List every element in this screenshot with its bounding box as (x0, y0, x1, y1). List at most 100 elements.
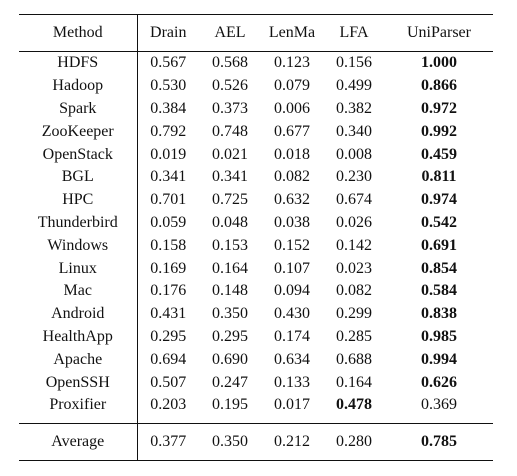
average-lfa: 0.280 (323, 422, 385, 461)
row-method: HDFS (19, 50, 138, 75)
cell-drain: 0.169 (150, 259, 187, 277)
cell-lenma: 0.107 (274, 259, 310, 277)
row-method: BGL (19, 165, 138, 189)
table-row: Linux 0.169 0.164 0.107 0.023 0.854 (19, 257, 493, 280)
table-row: Proxifier 0.203 0.195 0.017 0.478 0.369 (19, 393, 493, 417)
table-row: ZooKeeper 0.792 0.748 0.677 0.340 0.992 (19, 120, 493, 144)
average-drain: 0.377 (137, 422, 199, 461)
results-table-container: Method Drain AEL LenMa LFA UniParser HDF… (19, 14, 493, 461)
cell-lenma: 0.677 (274, 122, 310, 140)
cell-lfa: 0.299 (336, 305, 372, 323)
results-table: Method Drain AEL LenMa LFA UniParser HDF… (19, 14, 493, 461)
cell-lfa: 0.478 (336, 396, 372, 414)
header-row: Method Drain AEL LenMa LFA UniParser (19, 14, 493, 52)
cell-drain: 0.059 (150, 213, 187, 231)
cell-ael: 0.725 (212, 191, 248, 209)
header-method: Method (19, 14, 138, 52)
row-method: OpenSSH (19, 371, 138, 394)
cell-uniparser: 0.992 (421, 122, 457, 140)
cell-drain: 0.701 (150, 191, 187, 209)
cell-uniparser: 0.974 (421, 191, 457, 209)
average-uniparser: 0.785 (385, 422, 493, 461)
cell-drain: 0.341 (150, 168, 187, 186)
cell-uniparser: 1.000 (385, 50, 493, 75)
cell-lfa: 0.142 (336, 236, 372, 254)
cell-ael: 0.373 (212, 99, 248, 117)
header-ael: AEL (199, 14, 261, 52)
cell-lenma: 0.152 (274, 236, 310, 254)
cell-ael: 0.195 (212, 396, 248, 414)
cell-lfa: 0.082 (336, 282, 372, 300)
average-label: Average (19, 422, 138, 461)
header-lenma: LenMa (261, 14, 323, 52)
cell-lfa: 0.230 (336, 168, 372, 186)
row-method: Proxifier (19, 393, 138, 417)
cell-ael: 0.690 (212, 350, 248, 368)
table-row: HDFS 0.567 0.568 0.123 0.156 1.000 (19, 50, 493, 75)
table-row: BGL 0.341 0.341 0.082 0.230 0.811 (19, 165, 493, 189)
cell-lenma: 0.082 (274, 168, 310, 186)
row-method: HPC (19, 188, 138, 212)
table-row: Android 0.431 0.350 0.430 0.299 0.838 (19, 302, 493, 326)
cell-uniparser: 0.866 (421, 77, 457, 95)
cell-uniparser: 0.994 (421, 350, 457, 368)
cell-ael: 0.148 (212, 282, 248, 300)
cell-uniparser: 0.972 (421, 99, 457, 117)
cell-ael: 0.164 (212, 259, 248, 277)
row-method: ZooKeeper (19, 120, 138, 144)
cell-lfa: 0.674 (336, 191, 372, 209)
table-body: HDFS 0.567 0.568 0.123 0.156 1.000 Hadoop 0.530… (19, 50, 493, 417)
table-row: OpenStack 0.019 0.021 0.018 0.008 0.459 (19, 143, 493, 166)
cell-drain: 0.507 (150, 373, 187, 391)
spacer-row (19, 416, 493, 424)
table-row: Apache 0.694 0.690 0.634 0.688 0.994 (19, 348, 493, 372)
row-method: Android (19, 302, 138, 326)
cell-lenma: 0.133 (274, 373, 310, 391)
cell-lenma: 0.174 (274, 327, 310, 345)
cell-drain: 0.176 (150, 282, 187, 300)
average-lenma: 0.212 (261, 422, 323, 461)
cell-drain: 0.530 (150, 77, 187, 95)
cell-lenma: 0.006 (274, 99, 310, 117)
cell-lfa: 0.688 (336, 350, 372, 368)
cell-ael: 0.568 (199, 50, 261, 75)
cell-lenma: 0.017 (274, 396, 310, 414)
row-method: HealthApp (19, 325, 138, 349)
cell-lfa: 0.164 (336, 373, 372, 391)
cell-lfa: 0.285 (336, 327, 372, 345)
cell-ael: 0.048 (212, 213, 248, 231)
table-row: Windows 0.158 0.153 0.152 0.142 0.691 (19, 234, 493, 258)
cell-uniparser: 0.985 (421, 327, 457, 345)
header-drain: Drain (137, 14, 199, 52)
row-method: Spark (19, 97, 138, 121)
cell-drain: 0.694 (150, 350, 187, 368)
cell-drain: 0.019 (150, 145, 187, 163)
cell-uniparser: 0.369 (421, 396, 457, 414)
cell-lenma: 0.038 (274, 213, 310, 231)
row-method: Apache (19, 348, 138, 372)
cell-uniparser: 0.838 (421, 305, 457, 323)
cell-lfa: 0.023 (336, 259, 372, 277)
cell-drain: 0.792 (150, 122, 187, 140)
table-row: Thunderbird 0.059 0.048 0.038 0.026 0.542 (19, 211, 493, 235)
cell-ael: 0.247 (212, 373, 248, 391)
row-method: Mac (19, 279, 138, 303)
cell-drain: 0.295 (150, 327, 187, 345)
cell-lenma: 0.632 (274, 191, 310, 209)
cell-lfa: 0.499 (336, 77, 372, 95)
row-method: Windows (19, 234, 138, 258)
cell-lfa: 0.026 (336, 213, 372, 231)
row-method: OpenStack (19, 143, 138, 166)
cell-ael: 0.021 (212, 145, 248, 163)
cell-uniparser: 0.854 (421, 259, 457, 277)
table-row: OpenSSH 0.507 0.247 0.133 0.164 0.626 (19, 371, 493, 394)
cell-uniparser: 0.584 (421, 282, 457, 300)
cell-lfa: 0.156 (323, 50, 385, 75)
table-row: Hadoop 0.530 0.526 0.079 0.499 0.866 (19, 74, 493, 98)
table-row: HPC 0.701 0.725 0.632 0.674 0.974 (19, 188, 493, 212)
table-row: Mac 0.176 0.148 0.094 0.082 0.584 (19, 279, 493, 303)
cell-drain: 0.567 (137, 50, 199, 75)
header-uniparser: UniParser (385, 14, 493, 52)
cell-ael: 0.526 (212, 77, 248, 95)
cell-drain: 0.158 (150, 236, 187, 254)
